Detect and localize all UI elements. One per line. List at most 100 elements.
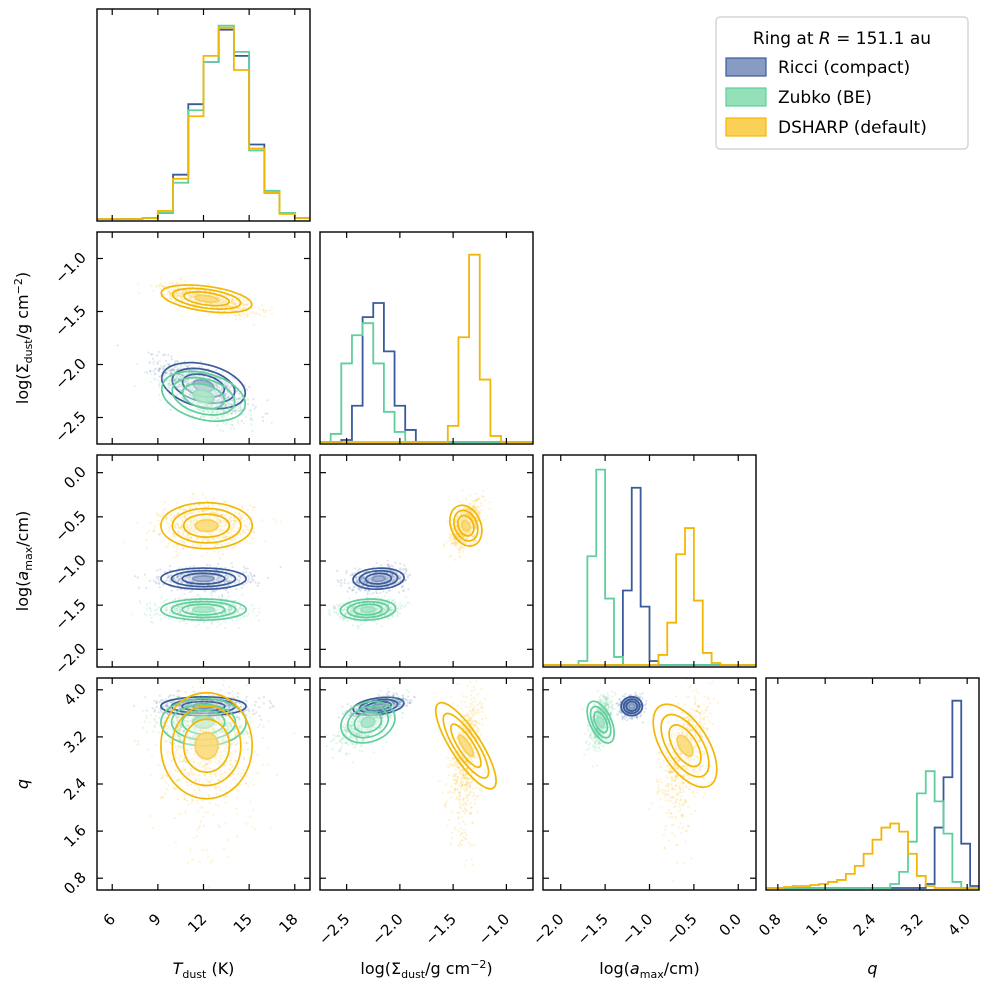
sample-point [174,378,177,381]
sample-point [172,369,175,372]
sample-point [210,390,213,393]
sample-point [149,353,153,356]
sample-point [243,565,246,568]
sample-point [179,297,182,300]
sample-point [201,381,204,384]
sample-point [237,397,241,400]
sample-point [266,399,269,402]
sample-point [184,289,187,293]
sample-point [228,386,232,389]
sample-point [230,562,233,565]
sample-point [150,373,153,376]
sample-point [375,561,378,565]
sample-point [162,284,165,287]
sample-point [218,377,221,381]
sample-point [213,382,216,385]
sample-point [177,373,180,376]
sample-point [233,427,236,430]
sample-point [254,581,257,584]
sample-point [250,311,253,314]
sample-point [190,398,194,401]
sample-point [206,387,209,390]
sample-point [216,401,219,404]
sample-point [210,389,213,392]
sample-point [195,408,198,411]
sample-point [178,388,181,392]
sample-point [225,383,228,386]
sample-point [226,547,229,550]
sample-point [217,401,220,404]
sample-point [186,382,189,385]
sample-point [150,284,153,287]
sample-point [187,295,190,298]
sample-point [232,399,235,402]
sample-point [218,300,221,303]
sample-point [203,385,206,388]
sample-point [185,622,188,625]
sample-point [226,396,230,399]
sample-point [216,400,219,403]
sample-point [223,300,226,303]
sample-point [254,312,257,315]
sample-point [222,409,225,412]
sample-point [226,402,229,405]
sample-point [246,508,249,511]
sample-point [213,403,216,406]
sample-point [191,387,194,391]
sample-point [235,390,238,393]
sample-point [214,393,217,396]
sample-point [217,387,220,390]
sample-point [180,292,183,295]
sample-point [355,580,359,583]
sample-point [244,299,247,302]
sample-point [176,376,179,379]
sample-point [226,500,229,503]
sample-point [185,373,188,376]
sample-point [210,499,213,502]
sample-point [181,401,184,404]
sample-point [166,383,170,386]
sample-point [215,391,219,395]
sample-point [224,403,227,406]
sample-point [279,566,282,569]
sample-point [210,590,213,594]
sample-point [175,295,178,298]
sample-point [222,310,226,313]
sample-point [191,589,194,593]
sample-point [231,538,234,542]
sample-point [190,385,193,388]
sample-point [217,309,220,312]
sample-point [200,308,203,311]
sample-point [206,405,209,408]
sample-point [267,576,270,579]
sample-point [251,537,255,540]
sample-point [177,294,180,297]
sample-point [215,383,218,387]
sample-point [200,365,203,368]
sample-point [183,379,186,382]
sample-point [191,296,194,299]
sample-point [214,303,217,306]
sample-point [220,300,223,303]
sample-point [169,291,172,294]
sample-point [192,292,195,295]
sample-point [215,394,218,397]
sample-point [243,306,246,309]
sample-point [131,613,134,616]
sample-point [176,502,179,505]
sample-point [158,380,162,383]
sample-point [168,373,172,376]
sample-point [234,511,237,514]
sample-point [153,602,156,605]
sample-point [358,567,361,571]
sample-point [382,590,385,593]
sample-point [212,390,215,393]
sample-point [186,378,190,382]
sample-point [159,532,162,535]
sample-point [161,367,164,371]
sample-point [146,371,149,375]
sample-point [178,385,181,388]
sample-point [394,561,397,565]
sample-point [201,540,204,543]
sample-point [169,294,172,298]
